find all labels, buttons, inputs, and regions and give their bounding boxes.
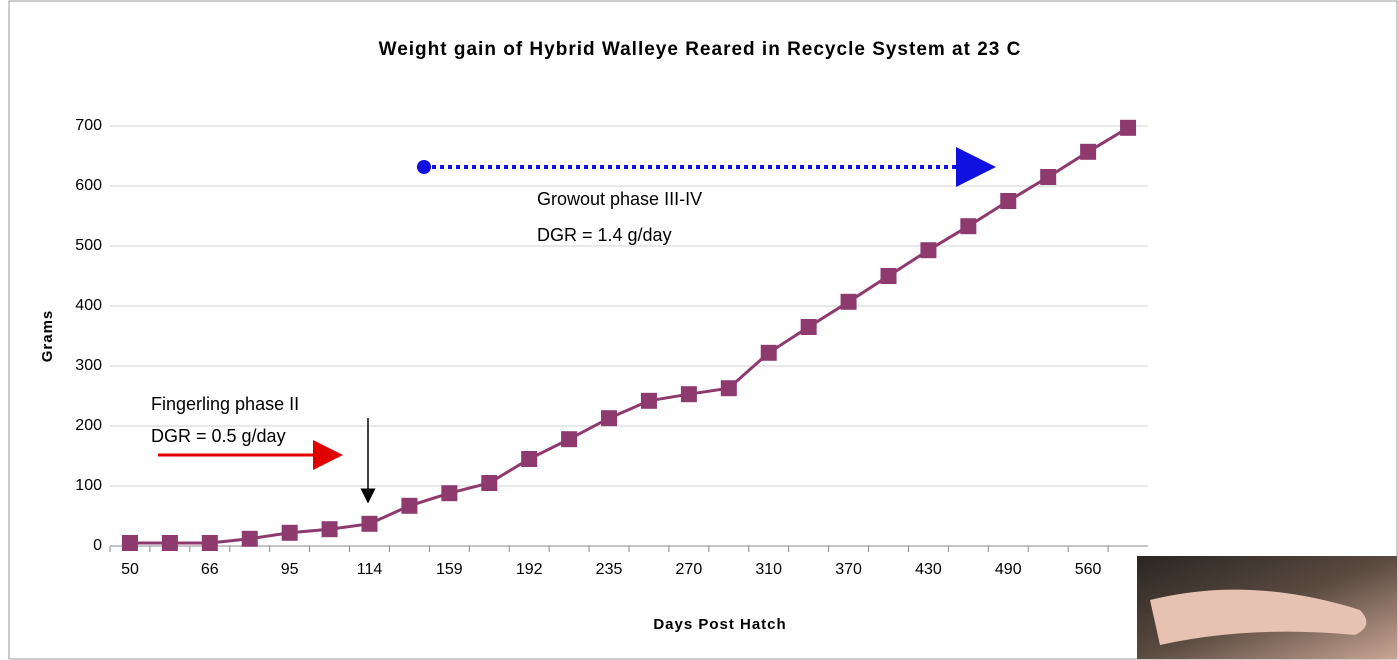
point (481, 475, 497, 491)
y-tick-label: 200 (75, 417, 102, 434)
point (841, 294, 857, 310)
point (401, 498, 417, 514)
annotation: Growout phase III-IV (537, 189, 702, 209)
y-axis-title: Grams (39, 310, 56, 363)
y-tick-label: 500 (75, 237, 102, 254)
y-tick-label: 300 (75, 357, 102, 374)
chart-title: Weight gain of Hybrid Walleye Reared in … (379, 39, 1022, 60)
x-tick-label: 192 (516, 561, 543, 578)
point (681, 386, 697, 402)
x-tick-label: 95 (281, 561, 299, 578)
point (721, 380, 737, 396)
point (521, 451, 537, 467)
point (322, 521, 338, 537)
point (920, 242, 936, 258)
point (801, 319, 817, 335)
x-tick-label: 159 (436, 561, 463, 578)
y-tick-label: 700 (75, 117, 102, 134)
x-tick-label: 50 (121, 561, 139, 578)
point (960, 218, 976, 234)
x-tick-label: 114 (357, 561, 383, 578)
blue-dot (417, 160, 431, 174)
y-tick-label: 400 (75, 297, 102, 314)
point (242, 531, 258, 547)
x-tick-label: 370 (835, 561, 862, 578)
x-tick-label: 270 (676, 561, 703, 578)
point (1040, 169, 1056, 185)
x-tick-label: 310 (755, 561, 782, 578)
point (881, 268, 897, 284)
point (362, 516, 378, 532)
x-tick-label: 560 (1075, 561, 1102, 578)
point (1000, 193, 1016, 209)
annotation: DGR = 1.4 g/day (537, 225, 672, 245)
point (282, 525, 298, 541)
point (561, 431, 577, 447)
point (122, 535, 138, 551)
x-tick-label: 235 (596, 561, 623, 578)
x-axis-title: Days Post Hatch (653, 616, 786, 633)
point (761, 345, 777, 361)
point (202, 535, 218, 551)
point (601, 410, 617, 426)
y-tick-label: 0 (93, 537, 102, 554)
point (641, 393, 657, 409)
point (1120, 120, 1136, 136)
point (1080, 144, 1096, 160)
x-tick-label: 66 (201, 561, 219, 578)
point (162, 535, 178, 551)
point (441, 485, 457, 501)
x-tick-label: 430 (915, 561, 942, 578)
annotation: DGR = 0.5 g/day (151, 426, 286, 446)
y-tick-label: 100 (75, 477, 102, 494)
annotation: Fingerling phase II (151, 394, 299, 414)
chart: Weight gain of Hybrid Walleye Reared in … (0, 0, 1398, 660)
x-tick-label: 490 (995, 561, 1022, 578)
y-tick-label: 600 (75, 177, 102, 194)
